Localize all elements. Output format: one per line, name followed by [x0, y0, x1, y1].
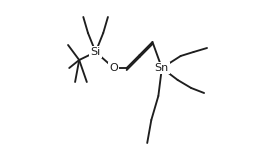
- Text: O: O: [110, 63, 118, 73]
- Text: Sn: Sn: [155, 63, 169, 73]
- Text: Si: Si: [90, 47, 101, 57]
